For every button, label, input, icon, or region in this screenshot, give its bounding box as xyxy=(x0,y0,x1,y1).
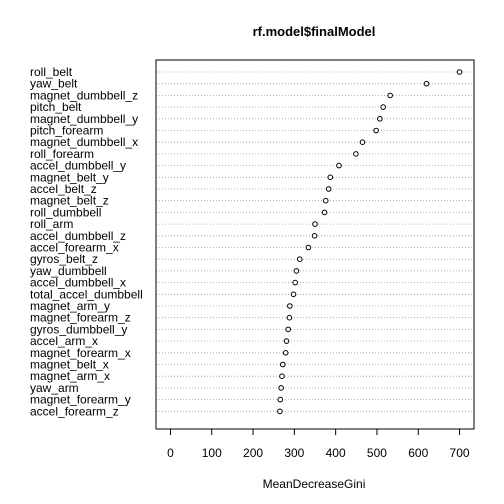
category-label: yaw_arm xyxy=(30,381,79,395)
category-label: magnet_dumbbell_x xyxy=(30,135,138,149)
data-point xyxy=(283,338,290,344)
data-point xyxy=(311,233,318,239)
category-label: total_accel_dumbbell xyxy=(30,287,143,301)
data-point xyxy=(373,127,379,134)
data-point xyxy=(321,209,328,216)
x-tick-label: 700 xyxy=(450,446,470,460)
x-tick-label: 200 xyxy=(243,446,263,460)
category-label: accel_arm_x xyxy=(30,334,98,348)
category-label: magnet_arm_y xyxy=(30,299,110,313)
data-point xyxy=(456,69,463,75)
x-tick-label: 400 xyxy=(326,446,346,460)
data-point xyxy=(285,326,291,333)
x-tick-label: 600 xyxy=(408,446,428,460)
data-point xyxy=(377,116,383,122)
data-point xyxy=(287,303,293,309)
data-point xyxy=(336,162,342,169)
data-point xyxy=(293,268,300,274)
category-label: gyros_belt_z xyxy=(30,252,98,266)
data-point xyxy=(325,186,332,192)
data-point xyxy=(353,151,359,157)
x-tick-label: 100 xyxy=(202,446,222,460)
category-label: yaw_belt xyxy=(30,77,78,91)
category-label: gyros_dumbbell_y xyxy=(30,322,127,336)
category-label: roll_forearm xyxy=(30,147,94,161)
data-point xyxy=(278,385,284,391)
x-tick-label: 0 xyxy=(167,446,174,460)
data-point xyxy=(322,197,329,204)
category-label: magnet_dumbbell_y xyxy=(30,112,138,126)
category-label: magnet_arm_x xyxy=(30,369,110,383)
category-label: magnet_dumbbell_z xyxy=(30,88,138,102)
category-label: magnet_forearm_y xyxy=(30,393,131,407)
category-label: magnet_belt_z xyxy=(30,194,109,208)
chart-title: rf.model$finalModel xyxy=(253,24,376,39)
category-label: pitch_belt xyxy=(30,100,82,114)
data-point xyxy=(296,256,303,263)
category-label: roll_dumbbell xyxy=(30,205,101,219)
data-point xyxy=(292,279,298,286)
data-point xyxy=(380,104,386,110)
category-label: magnet_forearm_x xyxy=(30,346,131,360)
data-point xyxy=(359,139,366,145)
data-point xyxy=(327,174,334,181)
x-tick-label: 500 xyxy=(367,446,387,460)
data-point xyxy=(282,350,289,356)
gridlines xyxy=(156,71,474,412)
plot-frame xyxy=(155,59,475,430)
category-label: magnet_belt_x xyxy=(30,358,109,372)
category-label: accel_dumbbell_z xyxy=(30,229,126,243)
data-point xyxy=(279,361,286,368)
category-labels: roll_beltyaw_beltmagnet_dumbbell_zpitch_… xyxy=(30,65,143,418)
category-label: roll_belt xyxy=(30,65,73,79)
category-label: magnet_belt_y xyxy=(30,170,109,184)
category-label: pitch_forearm xyxy=(30,124,103,138)
data-point xyxy=(279,373,285,380)
data-point xyxy=(277,396,284,403)
data-point xyxy=(423,80,430,87)
x-axis-label: MeanDecreaseGini xyxy=(263,477,366,491)
data-point xyxy=(312,221,318,227)
category-label: accel_belt_z xyxy=(30,182,97,196)
category-label: accel_forearm_x xyxy=(30,241,119,255)
category-label: accel_forearm_z xyxy=(30,404,119,418)
x-axis: 0 100 200 300 400 500 600 700 xyxy=(167,429,470,460)
data-point xyxy=(290,291,297,298)
data-point xyxy=(286,314,293,321)
data-point xyxy=(387,92,393,99)
data-points xyxy=(277,69,463,415)
category-label: roll_arm xyxy=(30,217,73,231)
category-label: yaw_dumbbell xyxy=(30,264,107,278)
category-label: accel_dumbbell_x xyxy=(30,276,126,290)
x-tick-label: 300 xyxy=(284,446,304,460)
category-label: magnet_forearm_z xyxy=(30,311,131,325)
category-label: accel_dumbbell_y xyxy=(30,159,126,173)
data-point xyxy=(277,408,283,415)
data-point xyxy=(305,244,312,251)
